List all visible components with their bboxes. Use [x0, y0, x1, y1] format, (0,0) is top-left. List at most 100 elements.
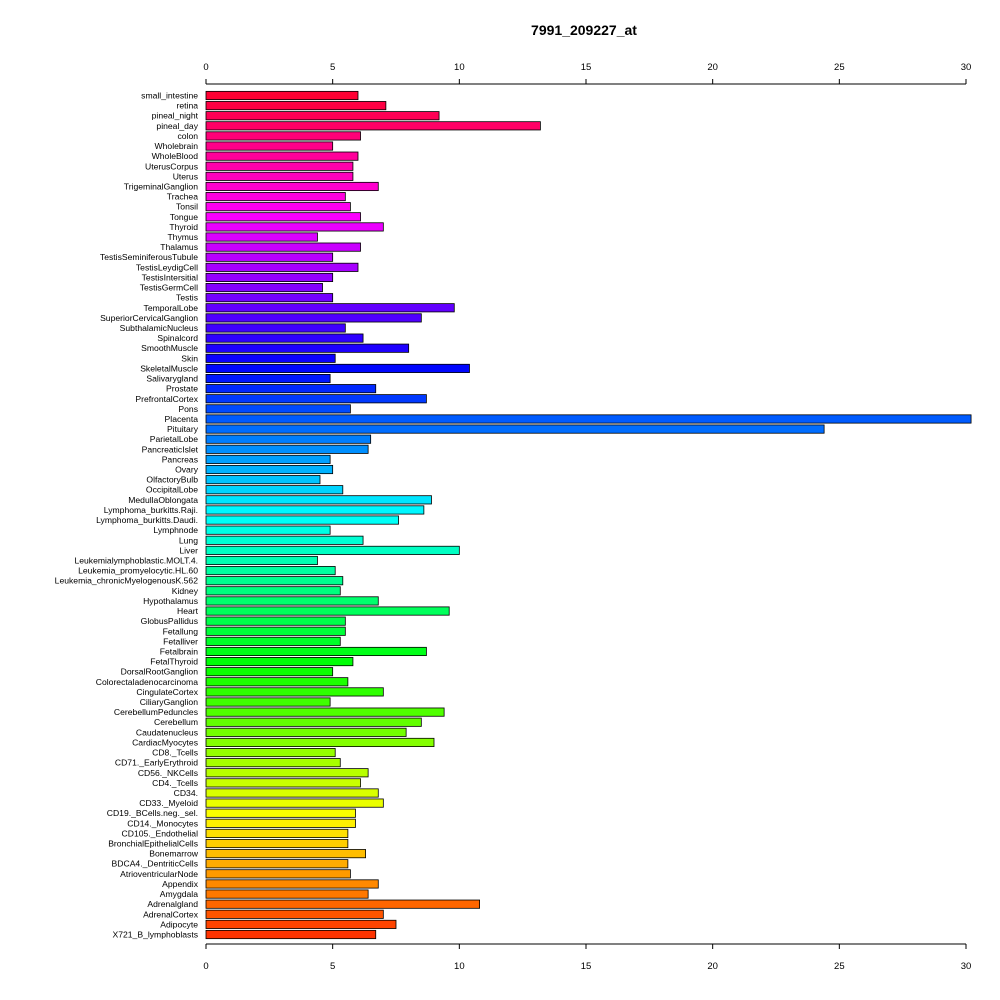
category-label: OlfactoryBulb — [146, 475, 198, 485]
bar-CardiacMyocytes — [205, 737, 435, 747]
x-tick-label: 25 — [834, 961, 845, 972]
bar-CD4._Tcells — [205, 778, 361, 788]
bar-Uterus — [205, 171, 354, 181]
bar-Wholebrain — [205, 141, 334, 151]
bar-TrigeminalGanglion — [205, 181, 379, 192]
bar-MedullaOblongata — [205, 495, 432, 505]
bar-Bonemarrow — [205, 849, 367, 859]
category-label: UterusCorpus — [145, 161, 198, 171]
category-label: Liver — [179, 545, 198, 555]
bar-CiliaryGanglion — [205, 697, 331, 707]
top-x-axis: 0 5 10 15 20 25 30 — [203, 62, 971, 85]
category-label: Prostate — [166, 384, 198, 394]
bar-Ovary — [205, 464, 334, 475]
category-label: TestisIntersitial — [142, 272, 198, 282]
category-label: CiliaryGanglion — [140, 697, 198, 707]
bar-TestisIntersitial — [205, 272, 334, 282]
bar-UterusCorpus — [205, 161, 354, 171]
bar-Leukemia_chronicMyelogenousK.562 — [205, 576, 344, 586]
x-tick-label: 0 — [203, 62, 208, 73]
category-label: Adipocyte — [160, 919, 198, 929]
x-tick-label: 20 — [707, 62, 718, 73]
bar-CingulateCortex — [205, 687, 384, 697]
bar-Tongue — [205, 212, 361, 222]
bar-Amygdala — [205, 889, 369, 899]
category-label: Fetalbrain — [160, 646, 198, 656]
category-label: GlobusPallidus — [141, 616, 198, 626]
bar-CD8._Tcells — [205, 748, 336, 758]
x-tick-label: 25 — [834, 62, 845, 73]
category-label: colon — [177, 131, 198, 141]
category-label: Tonsil — [176, 202, 198, 212]
category-label: Placenta — [165, 414, 199, 424]
category-label: Lymphoma_burkitts.Daudi. — [96, 515, 198, 525]
bar-Spinalcord — [205, 333, 364, 343]
category-label: PancreaticIslet — [142, 444, 199, 454]
x-tick-label: 5 — [330, 961, 335, 972]
category-label: Adrenalgland — [147, 899, 198, 909]
bar-Lymphnode — [205, 525, 331, 535]
category-label: Trachea — [167, 192, 198, 202]
category-label: Salivarygland — [146, 374, 198, 384]
bar-Heart — [205, 606, 450, 616]
bar-SuperiorCervicalGanglion — [205, 313, 422, 323]
category-label: Uterus — [173, 171, 198, 181]
category-label: Leukemia_chronicMyelogenousK.562 — [55, 576, 199, 586]
category-label: Lung — [179, 535, 198, 545]
bar-Trachea — [205, 192, 346, 202]
bar-Pons — [205, 404, 351, 414]
bar-PrefrontalCortex — [205, 394, 427, 404]
category-label: TestisGermCell — [140, 283, 198, 293]
bar-Thalamus — [205, 242, 361, 252]
category-label: CD56._NKCells — [138, 768, 198, 778]
bar-Kidney — [205, 586, 341, 596]
bar-ParietalLobe — [205, 434, 372, 444]
category-label: Cerebellum — [154, 717, 198, 727]
bar-FetalThyroid — [205, 657, 354, 667]
bar-CD33._Myeloid — [205, 798, 384, 808]
bar-SmoothMuscle — [205, 343, 410, 353]
bar-Fetalliver — [205, 636, 341, 646]
category-label: Heart — [177, 606, 199, 616]
bars-group — [205, 90, 972, 940]
x-tick-label: 0 — [203, 961, 208, 972]
bar-CD34. — [205, 788, 379, 798]
bar-CerebellumPeduncles — [205, 707, 445, 717]
category-label: CD4._Tcells — [152, 778, 198, 788]
category-label: CD14._Monocytes — [127, 818, 198, 828]
category-label: ParietalLobe — [150, 434, 198, 444]
category-label: Pons — [178, 404, 198, 414]
bar-AtrioventricularNode — [205, 869, 351, 879]
bar-TestisSeminiferousTubule — [205, 252, 334, 262]
bar-Lung — [205, 535, 364, 545]
category-label: TrigeminalGanglion — [124, 181, 198, 191]
bar-retina — [205, 101, 387, 111]
x-tick-label: 15 — [581, 961, 592, 972]
category-label: small_intestine — [141, 91, 198, 101]
bar-BronchialEpithelialCells — [205, 838, 349, 849]
bar-PancreaticIslet — [205, 444, 369, 454]
bar-CD14._Monocytes — [205, 818, 356, 828]
category-label: Skin — [181, 353, 198, 363]
category-label: Fetallung — [163, 626, 199, 636]
bar-Caudatenucleus — [205, 727, 407, 737]
category-label: CerebellumPeduncles — [114, 707, 198, 717]
bottom-x-axis: 0 5 10 15 20 25 30 — [203, 943, 972, 972]
category-label: Thalamus — [160, 242, 198, 252]
x-tick-label: 20 — [707, 961, 718, 972]
x-tick-label: 30 — [961, 961, 972, 972]
bar-Liver — [205, 545, 460, 555]
category-label: CD105._Endothelial — [122, 828, 199, 838]
bar-Thymus — [205, 232, 318, 242]
category-label: Testis — [176, 293, 198, 303]
category-label: CD19._BCells.neg._sel. — [107, 808, 198, 818]
bar-CD56._NKCells — [205, 768, 369, 778]
category-label: SuperiorCervicalGanglion — [100, 313, 198, 323]
bar-CD71._EarlyErythroid — [205, 758, 341, 768]
category-label: X721_B_lymphoblasts — [112, 930, 198, 940]
bar-TestisGermCell — [205, 283, 323, 293]
category-label: Lymphnode — [153, 525, 198, 535]
bar-Cerebellum — [205, 717, 422, 727]
category-label: SubthalamicNucleus — [120, 323, 198, 333]
category-label: Colorectaladenocarcinoma — [96, 677, 198, 687]
